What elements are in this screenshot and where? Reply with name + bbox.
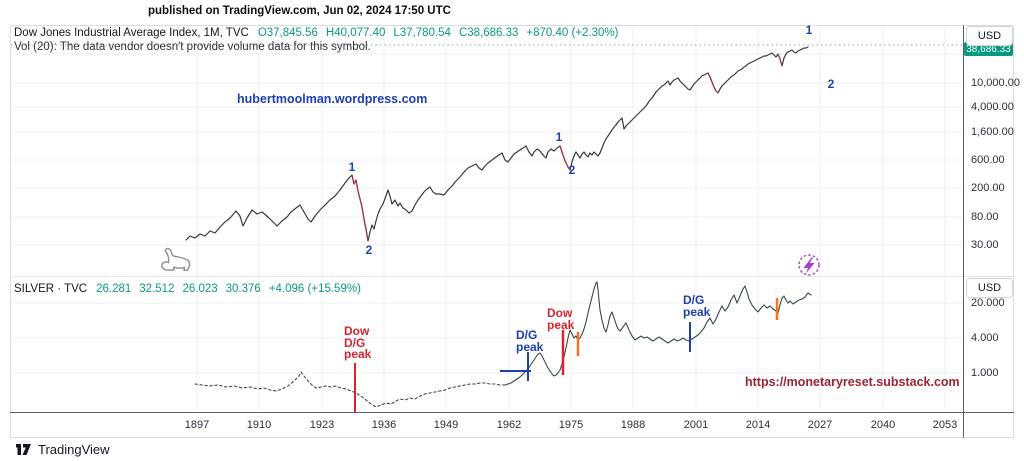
- flash-event-icon[interactable]: [798, 254, 820, 276]
- time-axis-label: 1910: [246, 419, 272, 431]
- price-axis-label: 600.00: [971, 154, 1005, 166]
- time-axis-label: 2027: [807, 419, 833, 431]
- legend-value: 30.376: [225, 283, 261, 295]
- legend-value: 26.023: [182, 283, 218, 295]
- legend-value: H40,077.40: [325, 27, 386, 39]
- substack-watermark: https://monetaryreset.substack.com: [745, 375, 960, 389]
- legend-value: L37,780.54: [393, 27, 451, 39]
- publish-caption: published on TradingView.com, Jun 02, 20…: [148, 5, 451, 17]
- legend-value: +4.096 (+15.59%): [268, 283, 361, 295]
- price-axis-label: 200.00: [971, 182, 1005, 194]
- price-axis-label: 80.00: [971, 211, 999, 223]
- dow-series-down-segment: [777, 53, 783, 67]
- time-axis-label: 1975: [558, 419, 584, 431]
- silver-legend-row[interactable]: SILVER · TVC 26.281 32.512 26.023 30.376 +4.0…: [14, 283, 369, 295]
- price-axis-label: 4,000.00: [971, 101, 1014, 113]
- time-axis-label: 1936: [371, 419, 397, 431]
- time-axis-label: 2001: [683, 419, 709, 431]
- dow-series-down-segment: [351, 174, 369, 242]
- legend-value: 26.281: [96, 283, 132, 295]
- tradingview-brand-label: TradingView: [38, 442, 110, 457]
- dow-legend-row[interactable]: Dow Jones Industrial Average Index, 1M, …: [14, 27, 627, 39]
- silver-symbol-title[interactable]: SILVER · TVC: [14, 283, 88, 295]
- silver-ohlc-values: 26.281 32.512 26.023 30.376 +4.096 (+15.59%): [96, 283, 369, 295]
- tradingview-logo-icon: [16, 444, 31, 455]
- time-axis-label: 1988: [620, 419, 646, 431]
- chart-frame-border: [10, 25, 1014, 438]
- silver-series-line: [504, 281, 812, 386]
- silver-series-early-dashes: [194, 371, 506, 408]
- dow-series-line: [185, 46, 809, 242]
- legend-value: 32.512: [139, 283, 175, 295]
- time-axis-label: 2040: [870, 419, 896, 431]
- dow-ohlc-values: O37,845.56 H40,077.40 L37,780.54 C38,686.33…: [258, 27, 627, 39]
- dow-symbol-title[interactable]: Dow Jones Industrial Average Index, 1M, …: [14, 27, 249, 39]
- time-axis-label: 1897: [184, 419, 210, 431]
- grid-layer: [11, 26, 962, 411]
- price-axis-label: 4.000: [971, 332, 999, 344]
- dow-series-down-segment: [559, 145, 571, 171]
- dinosaur-icon: [161, 247, 191, 271]
- time-axis-label: 1949: [433, 419, 459, 431]
- dow-currency-button[interactable]: USD: [966, 26, 1013, 46]
- legend-value: O37,845.56: [257, 27, 318, 39]
- time-axis-label: 2053: [932, 419, 958, 431]
- silver-currency-button[interactable]: USD: [966, 278, 1013, 298]
- price-axis-label: 1.000: [971, 367, 999, 379]
- price-axis-label: 1,600.00: [971, 126, 1014, 138]
- wordpress-watermark: hubertmoolman.wordpress.com: [237, 92, 428, 106]
- price-axis-label: 10,000.00: [971, 77, 1020, 89]
- dow-series-down-segment: [707, 72, 719, 94]
- volume-note: Vol (20): The data vendor doesn't provid…: [14, 41, 371, 53]
- tradingview-brand[interactable]: TradingView: [15, 442, 110, 457]
- time-axis-label: 2014: [745, 419, 771, 431]
- legend-value: +870.40 (+2.30%): [526, 27, 619, 39]
- legend-value: C38,686.33: [458, 27, 519, 39]
- time-axis-label: 1962: [496, 419, 522, 431]
- price-axis-label: 30.00: [971, 239, 999, 251]
- time-axis-label: 1923: [309, 419, 335, 431]
- price-axis-label: 20.000: [971, 297, 1005, 309]
